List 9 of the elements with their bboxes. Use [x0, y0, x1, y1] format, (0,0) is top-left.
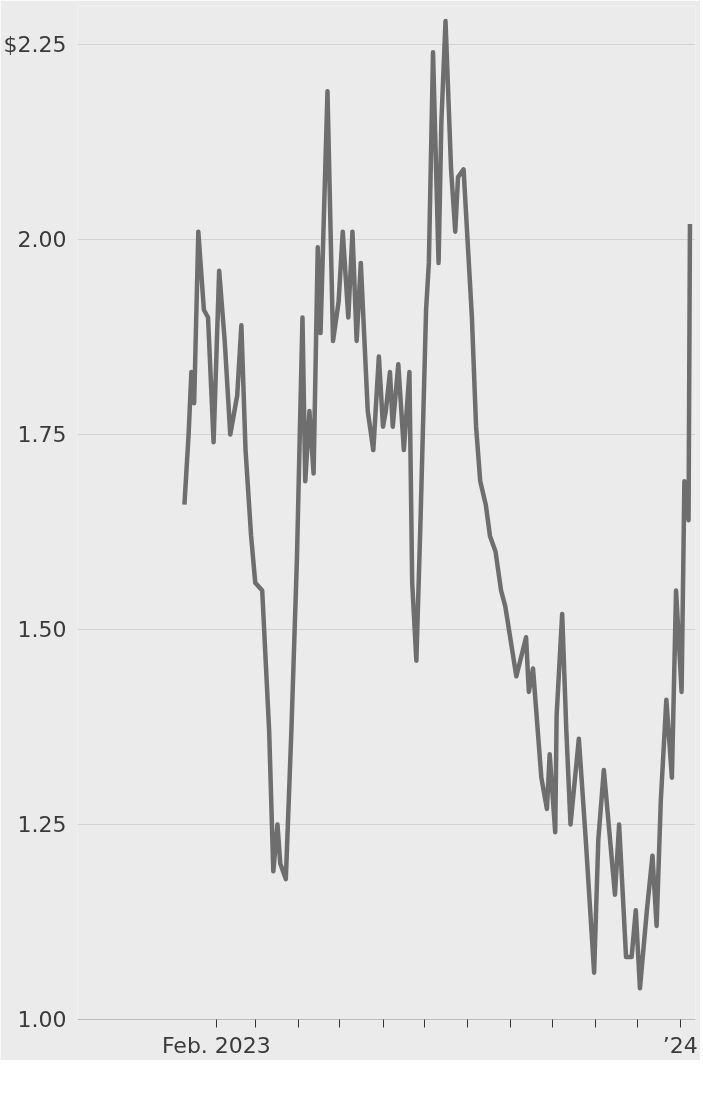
y-tick-label: 1.25	[17, 812, 67, 837]
y-tick-label: 1.00	[17, 1007, 67, 1032]
x-tick-label: ’24	[662, 1032, 698, 1058]
y-tick-label: 1.75	[17, 422, 67, 447]
y-tick-label: 2.00	[17, 227, 67, 252]
y-tick-label: 1.50	[17, 617, 67, 642]
x-tick-label: Feb. 2023	[161, 1032, 271, 1058]
line-series	[182, 18, 693, 991]
y-tick-label: $2.25	[3, 32, 67, 57]
